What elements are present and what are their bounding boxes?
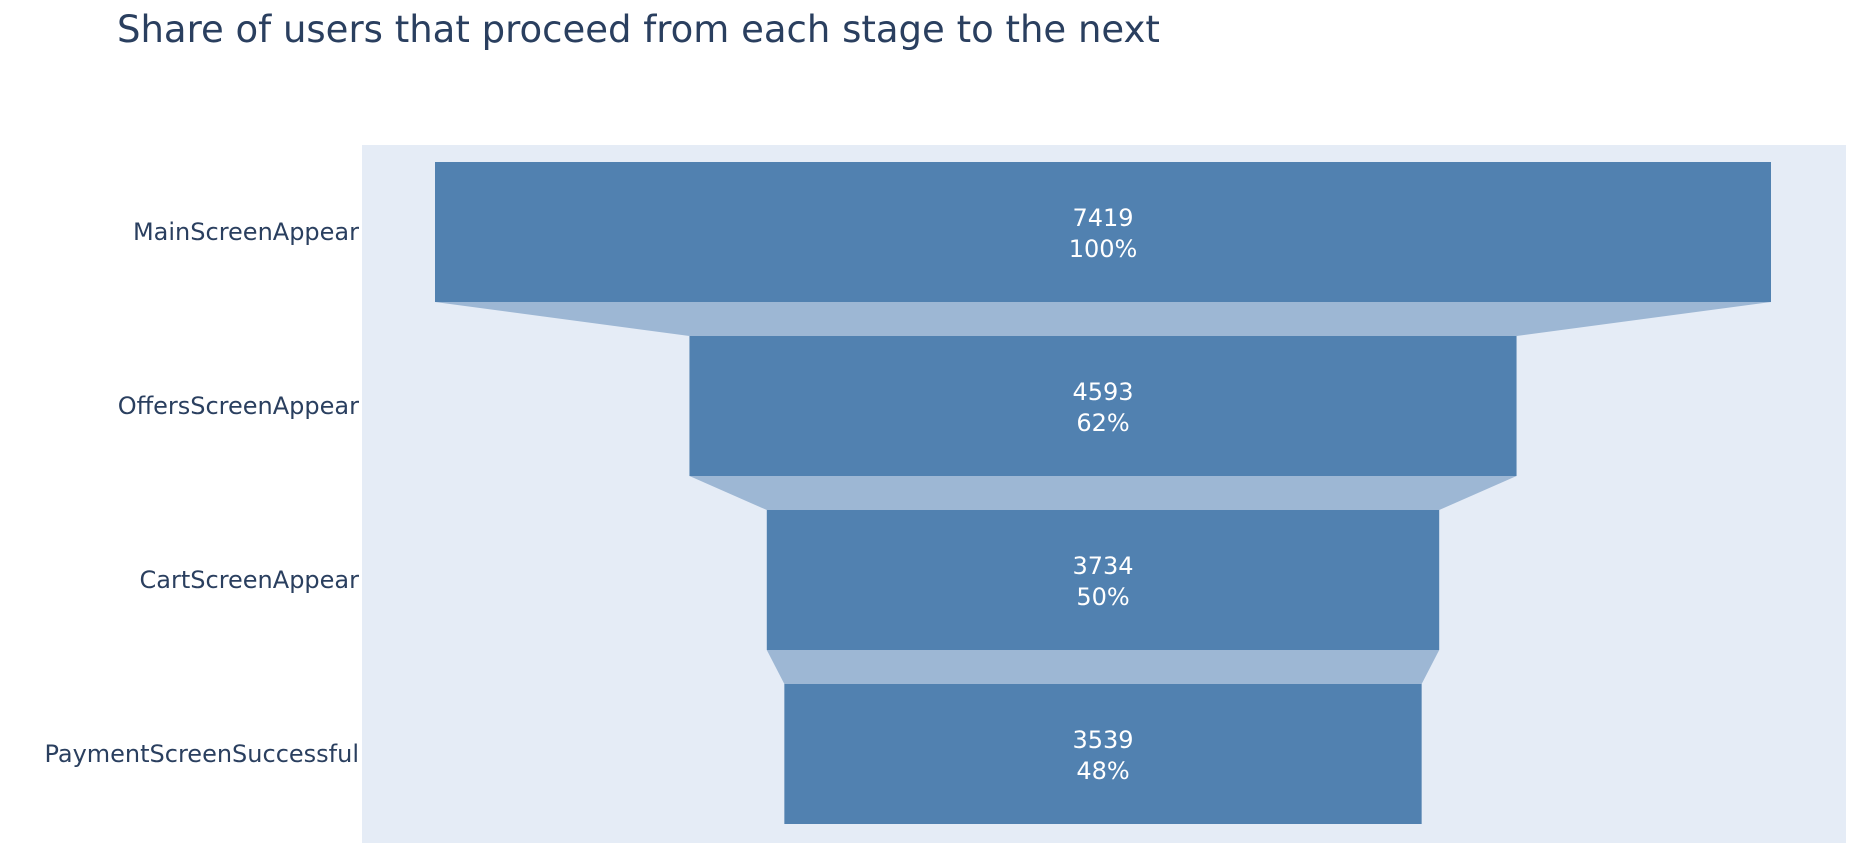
stage-label: MainScreenAppear — [133, 218, 359, 246]
stage-percent-label: 48% — [1076, 757, 1129, 785]
stage-value-label: 7419 — [1072, 204, 1133, 232]
stage-labels: MainScreenAppear OffersScreenAppear CartSc… — [44, 218, 359, 768]
stage-value-label: 3734 — [1072, 552, 1133, 580]
stage-label: PaymentScreenSuccessful — [44, 740, 359, 768]
stage-percent-label: 100% — [1069, 235, 1138, 263]
funnel-bar — [784, 684, 1422, 824]
funnel-bars — [435, 162, 1771, 824]
stage-percent-label: 62% — [1076, 409, 1129, 437]
funnel-connector — [766, 650, 1440, 684]
chart-title: Share of users that proceed from each st… — [117, 8, 1160, 51]
stage-value-label: 4593 — [1072, 378, 1133, 406]
funnel-connector — [435, 302, 1771, 336]
stage-label: CartScreenAppear — [140, 566, 360, 594]
funnel-bar — [766, 510, 1440, 650]
funnel-bar — [689, 336, 1517, 476]
stage-value-label: 3539 — [1072, 726, 1133, 754]
stage-percent-label: 50% — [1076, 583, 1129, 611]
funnel-bar — [435, 162, 1771, 302]
funnel-connector — [689, 476, 1517, 510]
funnel-connectors — [435, 302, 1771, 684]
value-labels: 7419 100% 4593 62% 3734 50% 3539 48% — [1069, 204, 1138, 785]
stage-label: OffersScreenAppear — [118, 392, 359, 420]
